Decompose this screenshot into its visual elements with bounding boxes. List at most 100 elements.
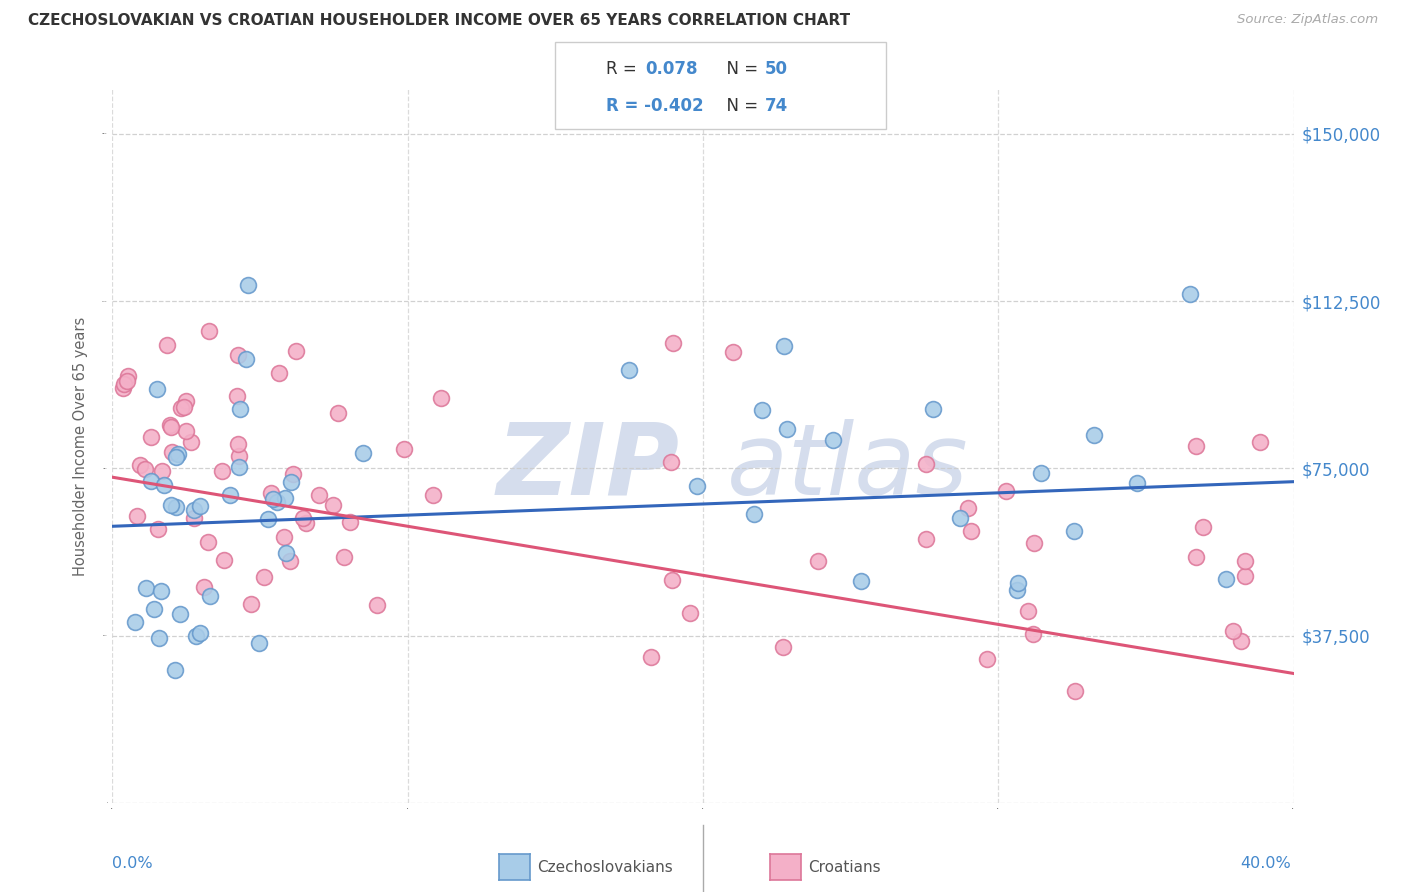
Point — [308, 488, 330, 502]
Point — [280, 475, 302, 490]
Point — [1029, 466, 1052, 480]
Point — [429, 391, 451, 405]
Point — [169, 607, 191, 621]
Point — [1230, 633, 1253, 648]
Point — [339, 516, 361, 530]
Point — [640, 650, 662, 665]
Point — [183, 503, 205, 517]
Point — [146, 522, 169, 536]
Point — [278, 554, 301, 568]
Point — [180, 434, 202, 449]
Point — [1249, 434, 1271, 449]
Point — [193, 581, 215, 595]
Point — [679, 606, 702, 620]
Text: Czechoslovakians: Czechoslovakians — [537, 860, 673, 874]
Point — [146, 382, 169, 396]
Point — [267, 366, 290, 380]
Point — [226, 348, 249, 362]
Point — [228, 460, 250, 475]
Point — [957, 501, 980, 516]
Point — [773, 338, 796, 352]
Point — [352, 446, 374, 460]
Point — [228, 437, 250, 451]
Point — [273, 531, 295, 545]
Text: R = -0.402: R = -0.402 — [606, 97, 703, 115]
Point — [225, 389, 247, 403]
Point — [295, 516, 318, 531]
Point — [914, 532, 936, 546]
Point — [235, 352, 257, 367]
Point — [125, 508, 148, 523]
Point — [659, 455, 682, 469]
Point — [188, 625, 211, 640]
Point — [1222, 624, 1244, 639]
Point — [292, 510, 315, 524]
Point — [823, 433, 845, 447]
Point — [148, 631, 170, 645]
Point — [165, 500, 187, 514]
Point — [960, 524, 983, 538]
Point — [149, 583, 172, 598]
Point — [1126, 476, 1149, 491]
Y-axis label: Householder Income Over 65 years: Householder Income Over 65 years — [73, 317, 89, 575]
Point — [139, 430, 162, 444]
Point — [188, 499, 211, 513]
Point — [115, 374, 138, 388]
Point — [214, 553, 236, 567]
Point — [266, 494, 288, 508]
Point — [1215, 572, 1237, 586]
Point — [721, 345, 744, 359]
Point — [281, 467, 304, 481]
Point — [260, 486, 283, 500]
Point — [200, 589, 222, 603]
Point — [152, 478, 174, 492]
Point — [1007, 582, 1029, 597]
Point — [229, 402, 252, 417]
Point — [807, 554, 830, 568]
Point — [1024, 536, 1046, 550]
Point — [1234, 569, 1257, 583]
Point — [322, 499, 344, 513]
Point — [1017, 604, 1039, 618]
Point — [285, 344, 308, 359]
Text: ZIP: ZIP — [496, 419, 679, 516]
Point — [218, 488, 240, 502]
Point — [392, 442, 415, 456]
Text: 50: 50 — [765, 60, 787, 78]
Point — [1083, 428, 1105, 442]
Point — [135, 581, 157, 595]
Point — [198, 324, 221, 338]
Point — [150, 465, 173, 479]
Point — [160, 498, 183, 512]
Point — [1191, 520, 1213, 534]
Point — [134, 461, 156, 475]
Point — [240, 597, 263, 611]
Point — [174, 394, 197, 409]
Point — [156, 337, 179, 351]
Point — [922, 401, 945, 416]
Point — [1185, 550, 1208, 565]
Point — [274, 491, 297, 506]
Point — [995, 483, 1018, 498]
Point — [274, 546, 297, 560]
Point — [333, 550, 356, 565]
Point — [184, 629, 207, 643]
Point — [165, 663, 187, 677]
Point — [167, 447, 190, 461]
Text: 74: 74 — [765, 97, 789, 115]
Point — [422, 488, 444, 502]
Text: Croatians: Croatians — [808, 860, 882, 874]
Point — [751, 403, 773, 417]
Point — [742, 508, 765, 522]
Point — [111, 381, 134, 395]
Point — [776, 422, 799, 436]
Point — [976, 651, 998, 665]
Text: R =: R = — [606, 60, 643, 78]
Point — [174, 424, 197, 438]
Point — [326, 406, 349, 420]
Point — [1063, 524, 1085, 538]
Point — [772, 640, 794, 655]
Point — [253, 570, 276, 584]
Point — [949, 511, 972, 525]
Point — [117, 368, 139, 383]
